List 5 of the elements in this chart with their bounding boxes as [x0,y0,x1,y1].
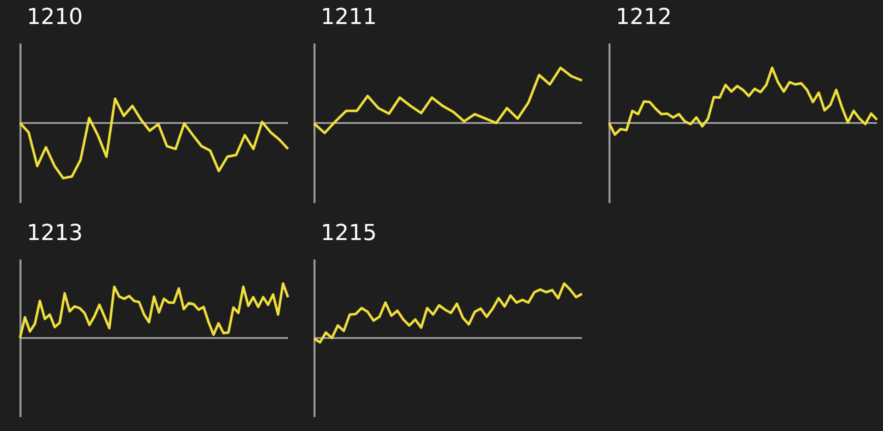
chart-title: 1215 [320,221,377,246]
chart-title: 1213 [26,221,83,246]
chart-title: 1211 [320,5,377,30]
chart-title: 1210 [26,5,83,30]
chart-title: 1212 [616,5,672,30]
